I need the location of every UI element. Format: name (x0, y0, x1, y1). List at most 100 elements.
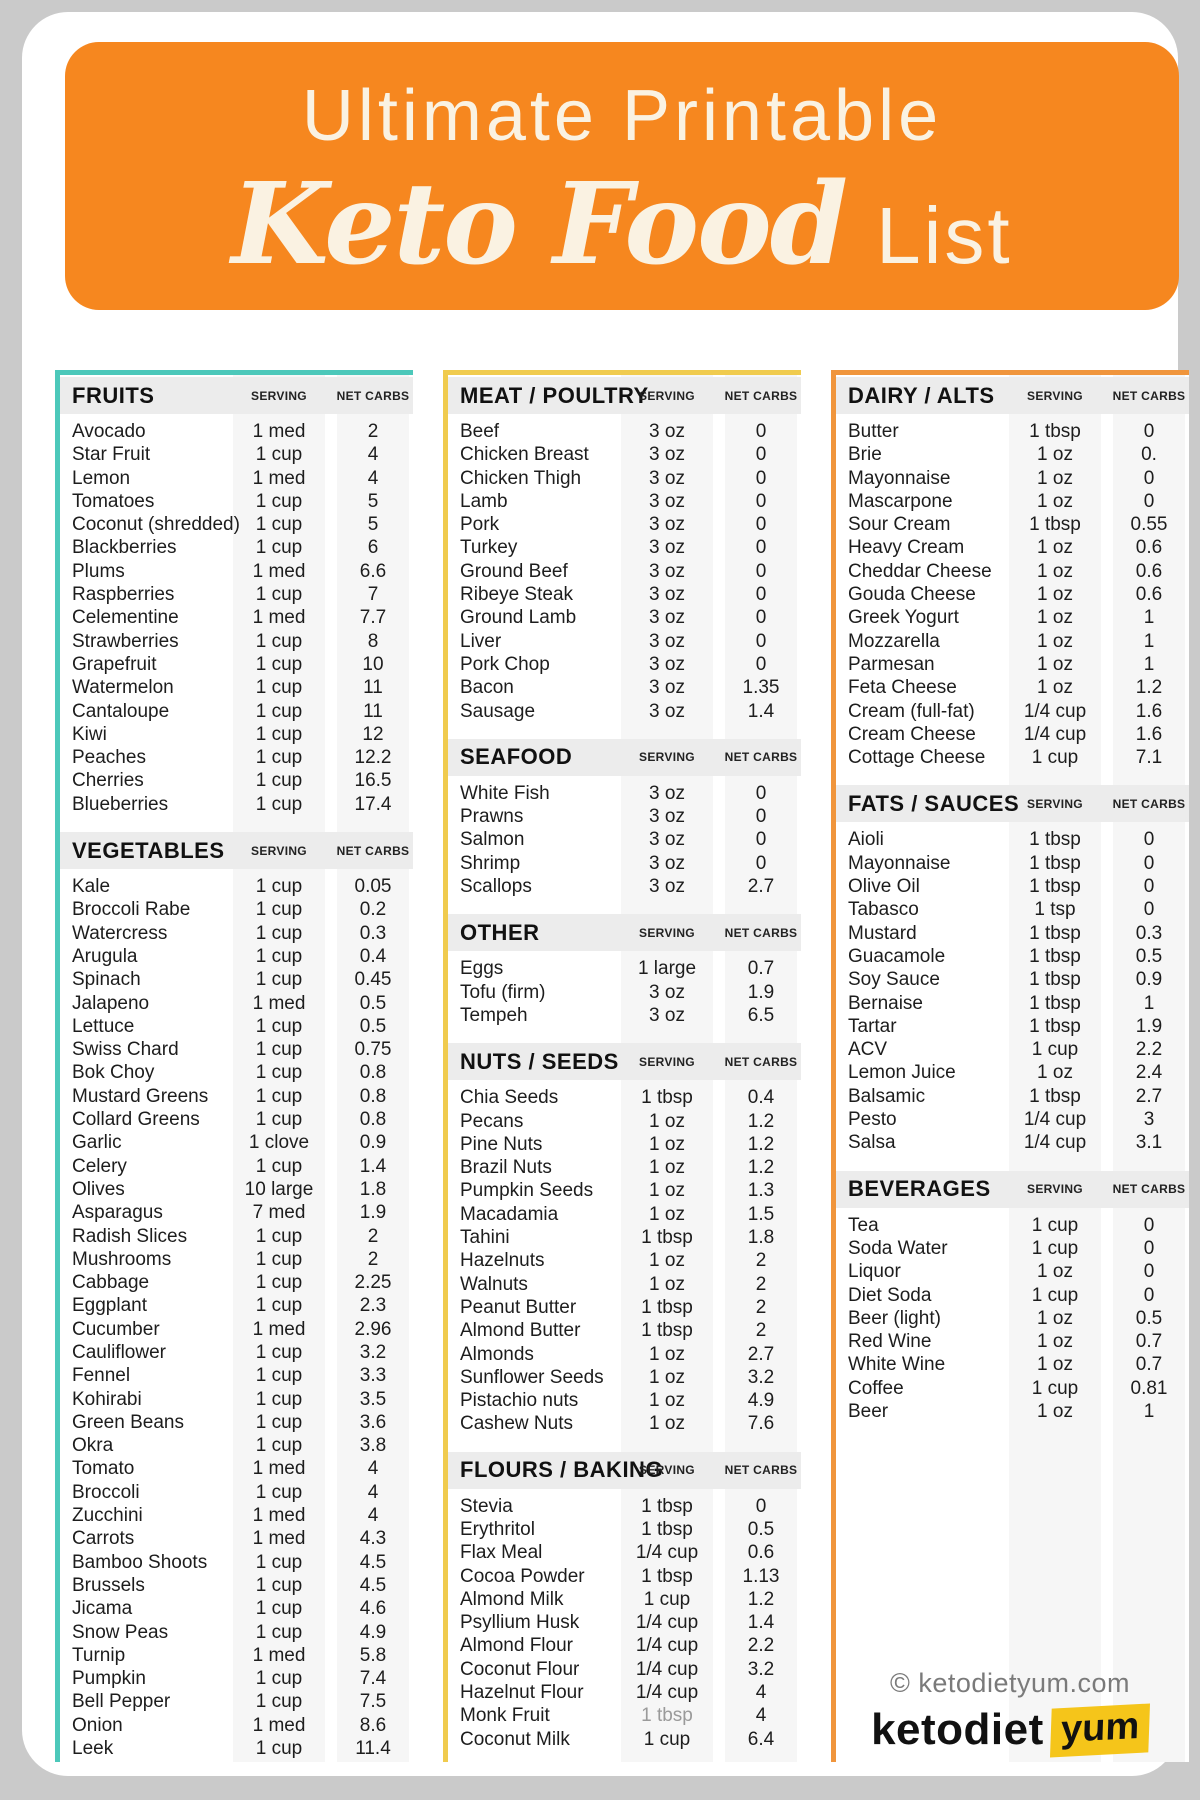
food-name: Leek (72, 1738, 114, 1760)
food-carbs: 0 (755, 421, 767, 442)
food-name: Butter (848, 421, 899, 442)
food-serving: 1 med (252, 992, 306, 1014)
food-serving: 1/4 cup (635, 1542, 699, 1564)
food-row: Sausage 3 oz 1.4 (448, 700, 801, 723)
food-row: Cream Cheese 1/4 cup 1.6 (836, 723, 1189, 746)
food-serving: 1 cup (255, 1574, 303, 1596)
food-row: Coconut (shredded) 1 cup 5 (60, 513, 413, 536)
food-carbs: 2 (367, 1248, 379, 1270)
food-carbs: 6.6 (359, 560, 387, 582)
food-serving: 1 oz (649, 1390, 685, 1412)
food-serving: 1 cup (255, 1295, 303, 1317)
food-carbs: 8.6 (359, 1714, 387, 1736)
section-header-fruits: FRUITS SERVING NET CARBS (60, 377, 413, 414)
food-row: Heavy Cream 1 oz 0.6 (836, 536, 1189, 559)
food-serving: 1 cup (1031, 1214, 1079, 1236)
food-carbs: 16.5 (354, 770, 392, 792)
food-carbs: 0 (755, 852, 767, 874)
food-row: Cocoa Powder 1 tbsp 1.13 (448, 1565, 801, 1588)
food-row: ACV 1 cup 2.2 (836, 1038, 1189, 1061)
food-name: Pumpkin (72, 1668, 146, 1690)
food-name: Cheddar Cheese (848, 560, 992, 582)
food-name: Mayonnaise (848, 852, 951, 874)
food-carbs: 6.4 (747, 1728, 775, 1750)
serving-column-label: SERVING (1027, 796, 1083, 811)
food-name: Macadamia (460, 1203, 559, 1225)
food-carbs: 0 (1143, 490, 1155, 512)
food-row: Green Beans 1 cup 3.6 (60, 1411, 413, 1434)
food-serving: 1 oz (1037, 1400, 1073, 1422)
food-name: Watercress (72, 922, 168, 944)
food-carbs: 4 (755, 1682, 767, 1704)
food-name: Tartar (848, 1015, 897, 1037)
food-row: Feta Cheese 1 oz 1.2 (836, 676, 1189, 699)
food-name: Arugula (72, 945, 138, 967)
food-name: Tomatoes (72, 490, 155, 512)
food-serving: 1 cup (255, 922, 303, 944)
food-row: Mustard 1 tbsp 0.3 (836, 922, 1189, 945)
food-carbs: 0 (755, 584, 767, 606)
food-row: Raspberries 1 cup 7 (60, 583, 413, 606)
food-serving: 3 oz (649, 700, 685, 722)
food-serving: 1 cup (1031, 1284, 1079, 1306)
food-name: Guacamole (848, 945, 946, 967)
food-name: Star Fruit (72, 444, 151, 466)
content-card: Ultimate Printable Keto Food List FRUITS… (22, 12, 1189, 1776)
food-carbs: 4 (367, 1458, 379, 1480)
food-serving: 1 oz (1037, 537, 1073, 559)
food-row: Pine Nuts 1 oz 1.2 (448, 1133, 801, 1156)
food-name: Ground Beef (460, 560, 568, 582)
food-row: Balsamic 1 tbsp 2.7 (836, 1085, 1189, 1108)
food-row: Fennel 1 cup 3.3 (60, 1364, 413, 1387)
food-carbs: 2 (755, 1320, 767, 1342)
food-name: Celery (72, 1155, 127, 1177)
food-serving: 1 cup (255, 969, 303, 991)
food-name: Garlic (72, 1132, 122, 1154)
food-row: Turnip 1 med 5.8 (60, 1644, 413, 1667)
food-carbs: 1.2 (747, 1588, 775, 1610)
food-carbs: 0.7 (1135, 1331, 1163, 1353)
food-row: Peanut Butter 1 tbsp 2 (448, 1296, 801, 1319)
food-row: Turkey 3 oz 0 (448, 536, 801, 559)
food-carbs: 1.2 (1135, 677, 1163, 699)
food-serving: 1 oz (649, 1366, 685, 1388)
food-serving: 1 tbsp (1029, 421, 1081, 442)
food-name: Mustard Greens (72, 1085, 209, 1107)
food-carbs: 1.4 (359, 1155, 387, 1177)
food-serving: 1 oz (1037, 444, 1073, 466)
food-carbs: 2.3 (359, 1295, 387, 1317)
section-rows-vegetables: Kale 1 cup 0.05 Broccoli Rabe 1 cup 0.2 Waterc… (60, 875, 413, 1760)
food-row: Beer (light) 1 oz 0.5 (836, 1307, 1189, 1330)
section-rows-other: Eggs 1 large 0.7 Tofu (firm) 3 oz 1.9 Tempeh 3 … (448, 957, 801, 1027)
food-carbs: 6 (367, 537, 379, 559)
food-carbs: 5 (367, 490, 379, 512)
food-row: Sunflower Seeds 1 oz 3.2 (448, 1366, 801, 1389)
food-carbs: 2 (755, 1250, 767, 1272)
food-name: Mozzarella (848, 630, 940, 652)
food-carbs: 3.2 (359, 1341, 387, 1363)
food-name: Bok Choy (72, 1062, 155, 1084)
carbs-stripe (337, 375, 409, 1762)
food-serving: 1 tbsp (1029, 1085, 1081, 1107)
food-name: White Wine (848, 1354, 946, 1376)
section-title: FRUITS (72, 382, 155, 408)
food-serving: 3 oz (649, 1004, 685, 1026)
food-row: Greek Yogurt 1 oz 1 (836, 606, 1189, 629)
food-row: Gouda Cheese 1 oz 0.6 (836, 583, 1189, 606)
food-carbs: 6.5 (747, 1004, 775, 1026)
food-carbs: 0.2 (359, 899, 387, 921)
food-serving: 1 med (252, 560, 306, 582)
food-name: Bamboo Shoots (72, 1551, 208, 1573)
carbs-column-label: NET CARBS (724, 1054, 798, 1069)
food-row: Chicken Breast 3 oz 0 (448, 443, 801, 466)
food-row: Broccoli 1 cup 4 (60, 1481, 413, 1504)
food-serving: 1 med (252, 421, 306, 442)
food-name: Balsamic (848, 1085, 926, 1107)
food-carbs: 1.35 (742, 677, 780, 699)
food-name: Walnuts (460, 1273, 528, 1295)
food-row: Tempeh 3 oz 6.5 (448, 1004, 801, 1027)
food-row: White Fish 3 oz 0 (448, 782, 801, 805)
section-rows-nuts-seeds: Chia Seeds 1 tbsp 0.4 Pecans 1 oz 1.2 Pine Nut… (448, 1086, 801, 1435)
food-row: Parmesan 1 oz 1 (836, 653, 1189, 676)
